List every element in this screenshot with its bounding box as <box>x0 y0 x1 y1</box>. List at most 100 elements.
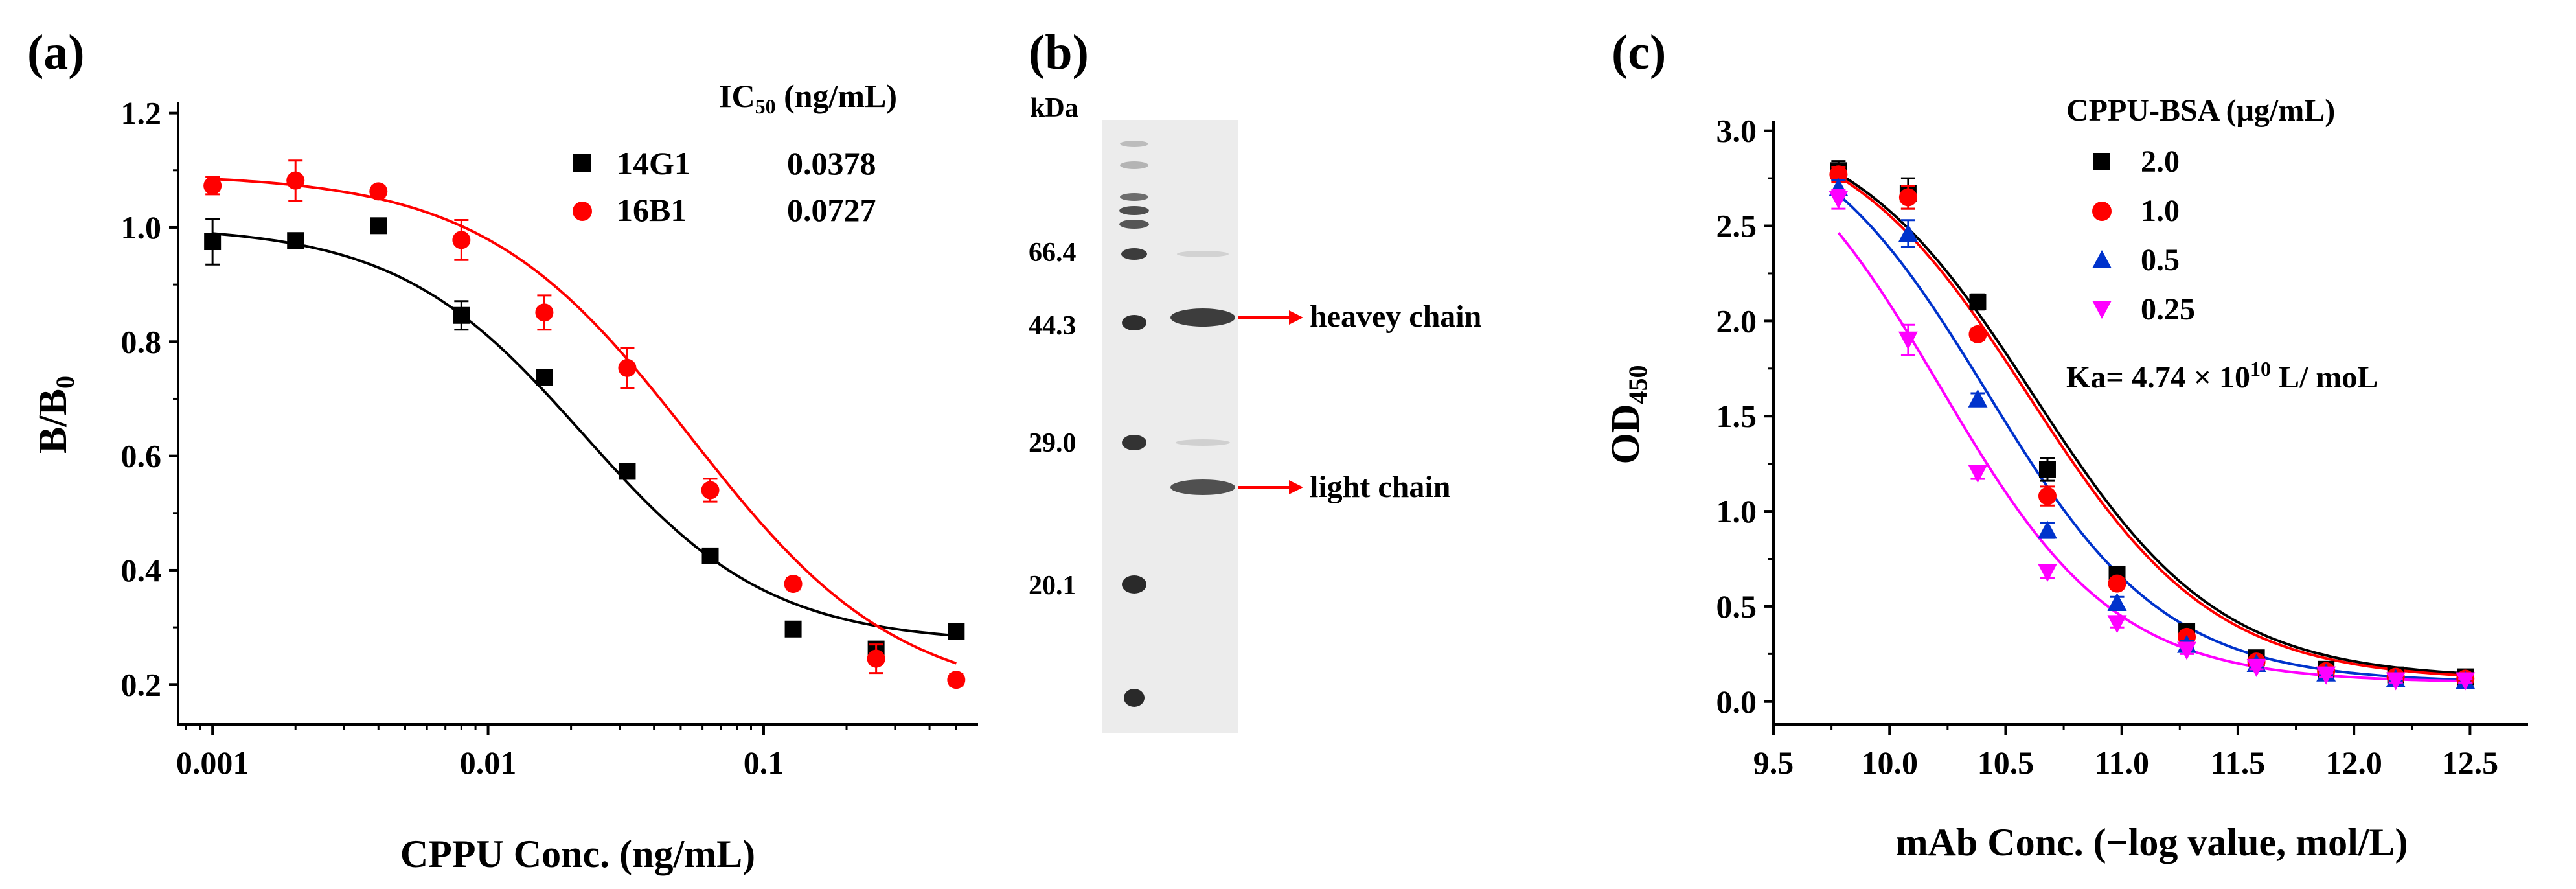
a-data-point-16b1 <box>784 575 803 594</box>
a-data-point-16b1 <box>203 176 222 195</box>
marker-label-20: 20.1 <box>1029 571 1077 601</box>
a-data-point-14g1 <box>370 217 387 235</box>
a-y-tick-label: 0.6 <box>121 438 162 474</box>
legend-ic50-16b1: 0.0727 <box>787 192 876 228</box>
gel-sample-bands <box>1170 251 1235 495</box>
c-data-point-2-0 <box>2038 461 2056 478</box>
a-fit-curve-14g1 <box>212 232 957 638</box>
kda-unit-label: kDa <box>1030 93 1078 123</box>
c-data-point-0-25 <box>1829 190 1849 209</box>
legend-marker-1-0 <box>2092 202 2112 221</box>
c-x-tick-label: 10.5 <box>1978 745 2035 781</box>
c-y-tick-label: 0.5 <box>1716 588 1757 625</box>
a-x-tick-label: 0.1 <box>744 745 784 781</box>
a-y-tick-label: 0.4 <box>121 552 162 588</box>
light-chain-arrow-head <box>1289 480 1303 494</box>
panel-c-ticks: 0.0 0.5 1.0 1.5 2.0 2.5 3.0 9.5 10.0 10.5 11.0 11.5… <box>1716 113 2499 781</box>
a-data-point-14g1 <box>287 232 304 249</box>
panel-a-ticks: 0.2 0.4 0.6 0.8 1.0 1.2 0.001 0.01 0.1 <box>121 95 957 781</box>
c-data-point-0-25 <box>1898 331 1918 350</box>
marker-label-44: 44.3 <box>1029 311 1077 341</box>
c-data-point-0-25 <box>2246 658 2266 677</box>
c-data-point-0-25 <box>2037 564 2057 583</box>
legend-marker-14g1 <box>573 154 591 172</box>
panel-c-y-axis-label: OD450 <box>1604 365 1652 465</box>
c-y-tick-label: 1.0 <box>1716 493 1757 529</box>
c-x-tick-label: 12.5 <box>2442 745 2499 781</box>
a-data-point-14g1 <box>536 369 553 386</box>
panel-c-data-points <box>1829 160 2476 691</box>
kda-marker-labels: 66.4 44.3 29.0 20.1 <box>1029 238 1077 601</box>
heavy-chain-arrow-head <box>1289 310 1303 325</box>
c-data-point-1-0 <box>1898 188 1917 207</box>
c-data-point-0-25 <box>2316 666 2336 685</box>
c-fit-curve-1-0 <box>1838 175 2466 677</box>
panel-a-fit-curves <box>212 178 957 665</box>
c-data-point-0-25 <box>2386 672 2406 691</box>
a-data-point-16b1 <box>947 671 966 689</box>
c-data-point-2-0 <box>1969 294 1987 311</box>
panel-b-label: (b) <box>1029 25 1089 80</box>
a-data-point-16b1 <box>369 182 388 201</box>
a-y-tick-label: 0.2 <box>121 666 162 702</box>
a-x-tick-label: 0.001 <box>176 745 249 781</box>
panel-a-legend-title: IC50 (ng/mL) <box>719 78 897 118</box>
c-data-point-1-0 <box>1829 165 1848 184</box>
a-data-point-16b1 <box>867 649 885 668</box>
legend-label-0-25: 0.25 <box>2141 292 2195 327</box>
c-data-point-0-25 <box>2107 615 2127 634</box>
c-data-point-1-0 <box>1968 325 1987 343</box>
panel-b: (b) kDa 66.4 44.3 29.0 20.1 <box>1029 25 1481 733</box>
a-data-point-14g1 <box>453 306 470 324</box>
c-fit-curve-0-25 <box>1837 231 2466 683</box>
c-x-tick-label: 12.0 <box>2325 745 2382 781</box>
marker-label-29: 29.0 <box>1029 428 1077 458</box>
ka-annotation: Ka= 4.74 × 1010 L/ moL <box>2066 357 2378 395</box>
panel-c-label: (c) <box>1612 25 1666 80</box>
a-data-point-14g1 <box>784 620 802 638</box>
c-data-point-0-25 <box>2456 672 2476 691</box>
panel-c-x-axis-label: mAb Conc. (−log value, mol/L) <box>1896 821 2408 864</box>
a-data-point-14g1 <box>948 623 965 640</box>
legend-label-14g1: 14G1 <box>617 145 690 181</box>
panel-c: (c) 0.0 0.5 1.0 1.5 2.0 2.5 3.0 9.5 10.0 10.5 11.0… <box>1604 25 2528 864</box>
panel-a-x-axis-label: CPPU Conc. (ng/mL) <box>400 833 755 875</box>
heavy-chain-label: heavey chain <box>1310 299 1481 334</box>
c-data-point-0-5 <box>2107 593 2127 612</box>
panel-c-legend: CPPU-BSA (μg/mL) 2.0 1.0 0.5 0.25 Ka= 4.… <box>2066 93 2378 395</box>
a-y-tick-label: 0.8 <box>121 323 162 360</box>
legend-label-16b1: 16B1 <box>617 192 687 228</box>
gel-ladder-bands <box>1119 141 1149 707</box>
band-annotations: heavey chain light chain <box>1238 299 1481 504</box>
panel-a-label: (a) <box>27 25 85 80</box>
c-data-point-1-0 <box>2108 574 2126 593</box>
c-x-tick-label: 10.0 <box>1861 745 1918 781</box>
a-data-point-16b1 <box>618 358 637 377</box>
c-y-tick-label: 2.0 <box>1716 303 1757 339</box>
panel-c-fit-curves <box>1837 172 2466 683</box>
legend-marker-0-25 <box>2092 301 2112 319</box>
a-data-point-16b1 <box>452 231 471 249</box>
c-data-point-0-5 <box>2037 520 2057 539</box>
light-chain-label: light chain <box>1310 470 1450 504</box>
legend-marker-16b1 <box>573 202 592 221</box>
c-x-tick-label: 11.5 <box>2211 745 2266 781</box>
panel-c-legend-title: CPPU-BSA (μg/mL) <box>2066 93 2335 128</box>
c-data-point-0-5 <box>1968 389 1988 408</box>
a-data-point-16b1 <box>286 171 305 190</box>
marker-label-66: 66.4 <box>1029 238 1077 268</box>
legend-marker-2-0 <box>2093 153 2110 170</box>
panel-a: (a) 0.2 0.4 0.6 0.8 1.0 1.2 0.001 0.01 0.1 CPPU … <box>27 25 978 875</box>
c-data-point-0-25 <box>1968 465 1988 483</box>
c-y-tick-label: 0.0 <box>1716 684 1757 720</box>
a-data-point-14g1 <box>204 233 222 251</box>
a-x-tick-label: 0.01 <box>460 745 517 781</box>
a-y-tick-label: 1.2 <box>121 95 162 132</box>
panel-a-y-axis-label: B/B0 <box>31 376 80 454</box>
panel-a-data-points <box>203 159 966 689</box>
c-y-tick-label: 3.0 <box>1716 113 1757 149</box>
a-data-point-16b1 <box>701 481 720 500</box>
legend-label-2-0: 2.0 <box>2141 144 2180 179</box>
a-fit-curve-16b1 <box>212 178 957 665</box>
